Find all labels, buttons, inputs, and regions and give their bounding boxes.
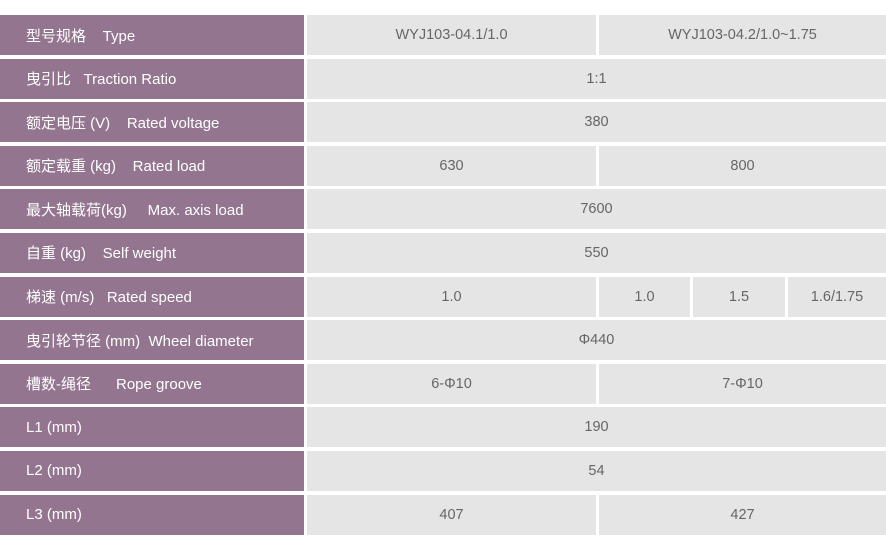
value-cell: 550 xyxy=(307,232,886,273)
row-label: 曳引比 Traction Ratio xyxy=(0,58,304,99)
table-row: 额定电压 (V) Rated voltage 380 xyxy=(0,102,886,143)
value-cell: 1.5 xyxy=(693,276,785,317)
row-label: L3 (mm) xyxy=(0,494,304,535)
value-cell: 1.6/1.75 xyxy=(788,276,886,317)
row-label: 型号规格 Type xyxy=(0,15,304,55)
value-cell: 1.0 xyxy=(599,276,690,317)
row-values: 550 xyxy=(307,232,886,273)
table-row: 曳引轮节径 (mm) Wheel diameter Φ440 xyxy=(0,320,886,361)
table-row: L3 (mm) 407 427 xyxy=(0,494,886,535)
table-row: 曳引比 Traction Ratio 1:1 xyxy=(0,58,886,99)
row-values: 407 427 xyxy=(307,494,886,535)
row-values: 1:1 xyxy=(307,58,886,99)
table-row: 槽数-绳径 Rope groove 6-Φ10 7-Φ10 xyxy=(0,363,886,404)
spec-table: 型号规格 Type WYJ103-04.1/1.0 WYJ103-04.2/1.0~… xyxy=(0,15,886,538)
value-cell: WYJ103-04.1/1.0 xyxy=(307,15,596,55)
value-cell: 7-Φ10 xyxy=(599,363,886,404)
row-values: WYJ103-04.1/1.0 WYJ103-04.2/1.0~1.75 xyxy=(307,15,886,55)
value-cell: 630 xyxy=(307,145,596,186)
row-label: L2 (mm) xyxy=(0,450,304,491)
table-row: L2 (mm) 54 xyxy=(0,450,886,491)
table-row: 型号规格 Type WYJ103-04.1/1.0 WYJ103-04.2/1.0~… xyxy=(0,15,886,55)
row-values: 7600 xyxy=(307,189,886,230)
value-cell: 407 xyxy=(307,494,596,535)
value-cell: 1:1 xyxy=(307,58,886,99)
value-cell: 54 xyxy=(307,450,886,491)
value-cell: 190 xyxy=(307,407,886,448)
table-row: 自重 (kg) Self weight 550 xyxy=(0,232,886,273)
table-row: L1 (mm) 190 xyxy=(0,407,886,448)
row-values: 380 xyxy=(307,102,886,143)
row-label: 额定载重 (kg) Rated load xyxy=(0,145,304,186)
value-cell: 427 xyxy=(599,494,886,535)
value-cell: Φ440 xyxy=(307,320,886,361)
value-cell: WYJ103-04.2/1.0~1.75 xyxy=(599,15,886,55)
row-values: 6-Φ10 7-Φ10 xyxy=(307,363,886,404)
row-values: 630 800 xyxy=(307,145,886,186)
row-values: 54 xyxy=(307,450,886,491)
row-label: 曳引轮节径 (mm) Wheel diameter xyxy=(0,320,304,361)
value-cell: 1.0 xyxy=(307,276,596,317)
value-cell: 380 xyxy=(307,102,886,143)
row-label: 自重 (kg) Self weight xyxy=(0,232,304,273)
row-label: 槽数-绳径 Rope groove xyxy=(0,363,304,404)
table-row: 额定载重 (kg) Rated load 630 800 xyxy=(0,145,886,186)
row-values: Φ440 xyxy=(307,320,886,361)
row-values: 1.0 1.0 1.5 1.6/1.75 xyxy=(307,276,886,317)
value-cell: 800 xyxy=(599,145,886,186)
table-row: 梯速 (m/s) Rated speed 1.0 1.0 1.5 1.6/1.75 xyxy=(0,276,886,317)
row-label: 最大轴载荷(kg) Max. axis load xyxy=(0,189,304,230)
row-label: 额定电压 (V) Rated voltage xyxy=(0,102,304,143)
value-cell: 7600 xyxy=(307,189,886,230)
row-values: 190 xyxy=(307,407,886,448)
row-label: L1 (mm) xyxy=(0,407,304,448)
row-label: 梯速 (m/s) Rated speed xyxy=(0,276,304,317)
value-cell: 6-Φ10 xyxy=(307,363,596,404)
table-row: 最大轴载荷(kg) Max. axis load 7600 xyxy=(0,189,886,230)
